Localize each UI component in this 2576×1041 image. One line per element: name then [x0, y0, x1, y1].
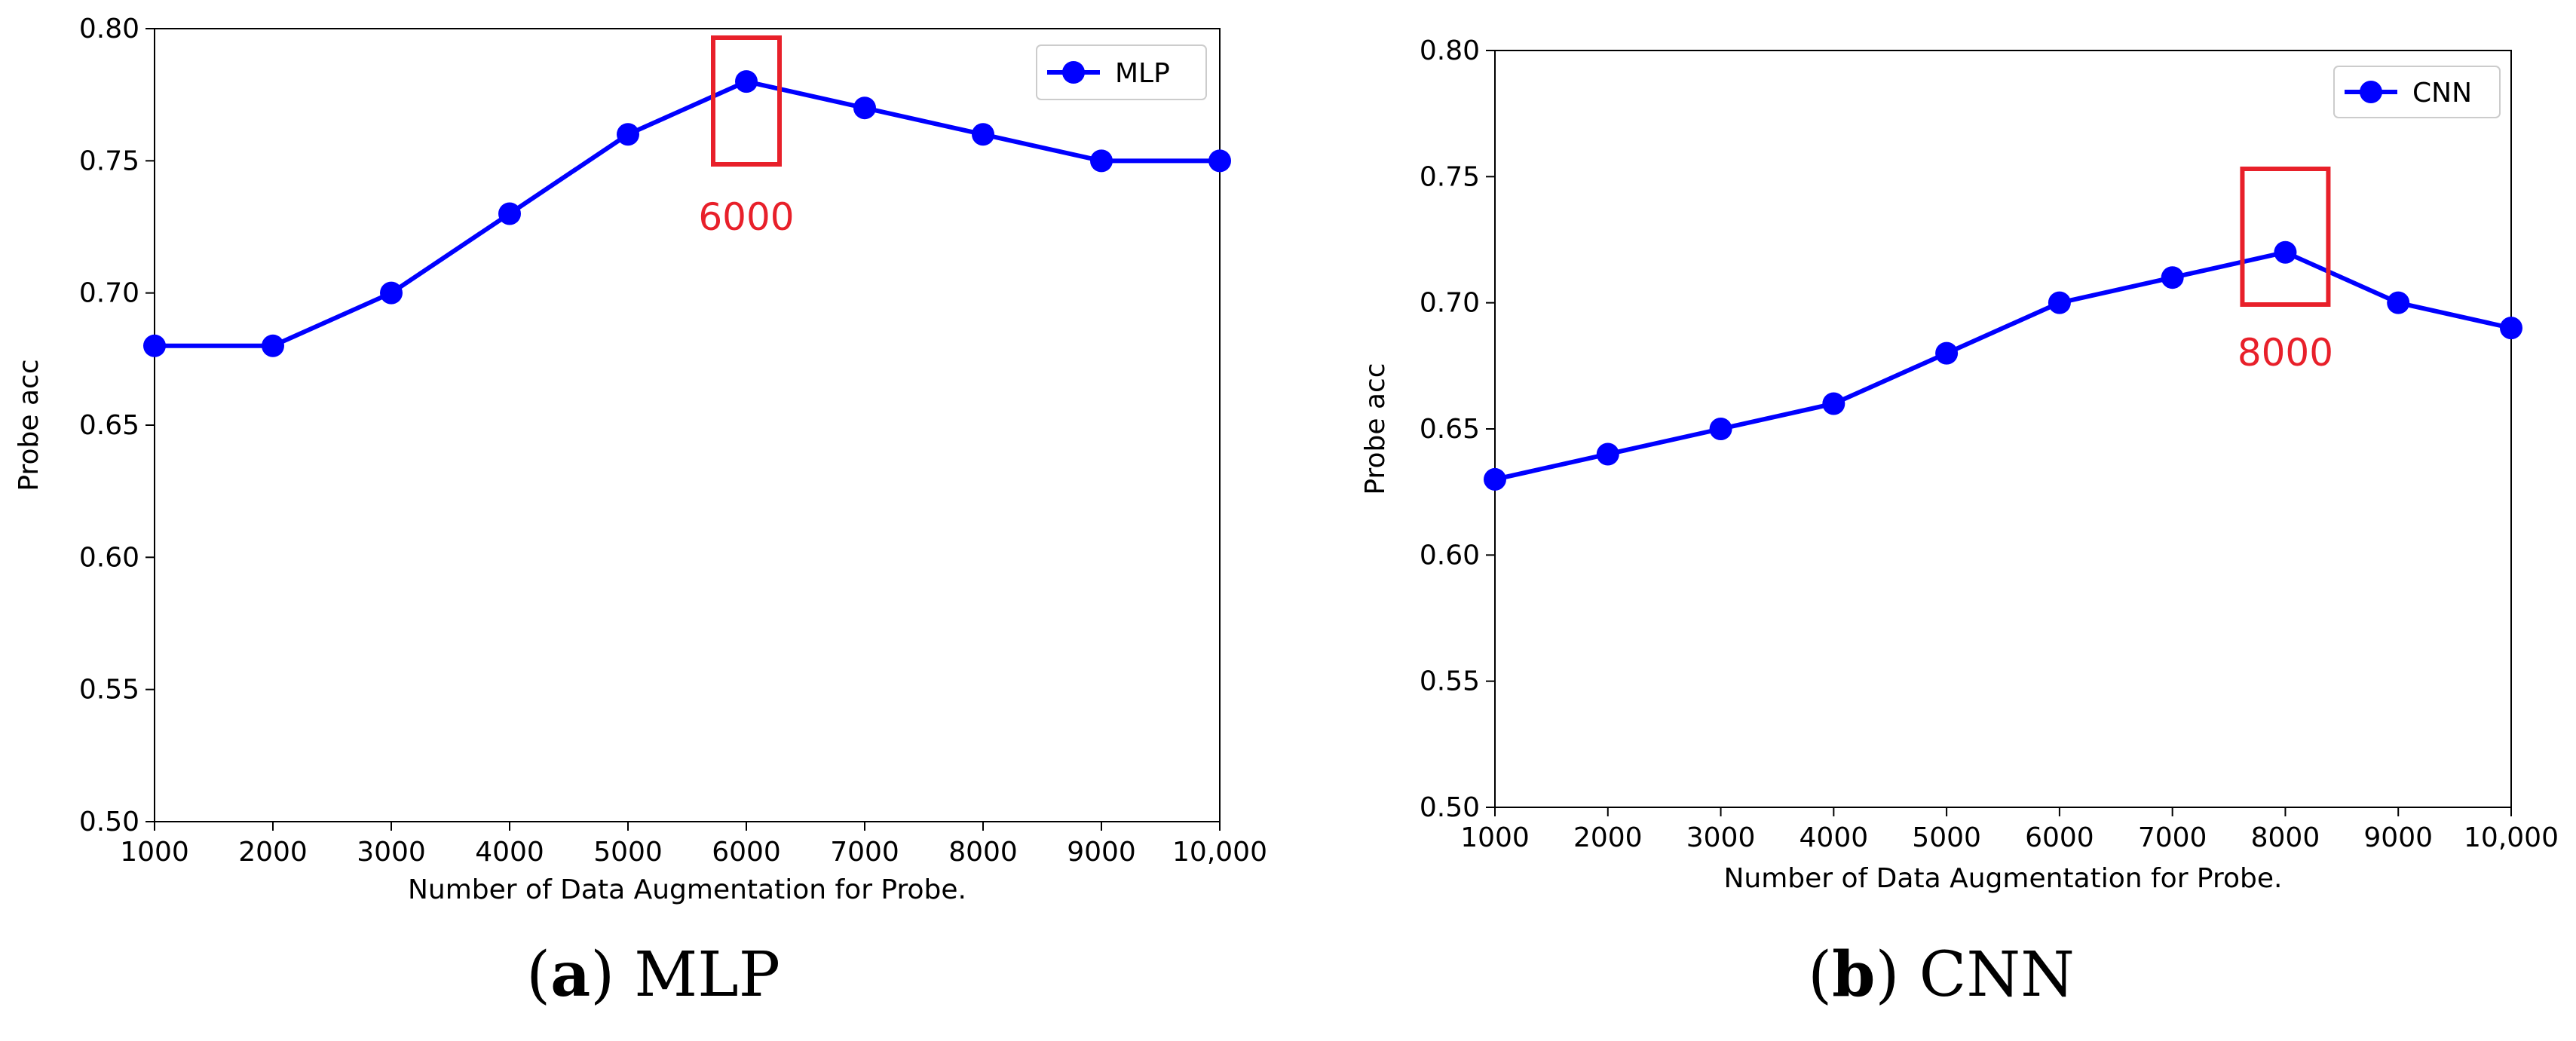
data-point [262, 334, 284, 357]
series-line-mlp [155, 79, 1220, 348]
caption-mlp: (a) MLP [526, 938, 780, 1011]
x-tick-label: 3000 [1686, 822, 1756, 853]
caption-text: CNN [1919, 939, 2075, 1011]
x-tick-label: 10,000 [1172, 837, 1267, 868]
data-point [2161, 266, 2184, 289]
data-point [1596, 442, 1619, 466]
data-point [1090, 149, 1113, 173]
legend-box [2333, 66, 2501, 118]
x-tick-label: 6000 [2025, 822, 2094, 853]
caption-text: MLP [634, 939, 780, 1011]
y-tick-label: 0.75 [1420, 161, 1480, 192]
y-tick-label: 0.70 [1420, 288, 1480, 319]
y-tick-label: 0.50 [1420, 792, 1480, 823]
data-point [853, 96, 876, 120]
legend-marker [2360, 81, 2382, 103]
legend: MLP [1036, 44, 1207, 100]
chart-panel-mlp: 0.50 0.55 0.60 0.65 0.70 0.75 0.80 1000 2000 3000… [14, 14, 1267, 1011]
data-point [2387, 291, 2410, 314]
legend-marker [1062, 61, 1085, 84]
y-tick-label: 0.50 [79, 807, 139, 837]
y-axis-label: Probe acc [14, 359, 44, 491]
y-tick-label: 0.55 [1420, 666, 1480, 697]
x-tick-label: 10,000 [2464, 822, 2559, 853]
x-axis-label: Number of Data Augmentation for Probe. [408, 874, 966, 905]
caption-letter: a [550, 938, 591, 1011]
plot-frame [154, 28, 1221, 822]
x-tick-label: 9000 [2363, 822, 2433, 853]
data-point [498, 202, 521, 225]
data-point [1822, 392, 1845, 415]
chart-cnn: 0.50 0.55 0.60 0.65 0.70 0.75 0.80 1000 2000 3000… [1360, 35, 2559, 894]
y-tick-label: 0.80 [1420, 35, 1480, 66]
data-point [1935, 341, 1959, 365]
highlight-box [711, 35, 782, 167]
y-axis-label: Probe acc [1360, 363, 1391, 494]
legend-box [1036, 44, 1207, 100]
data-point [1208, 149, 1231, 173]
x-tick-label: 8000 [2251, 822, 2320, 853]
x-tick-label: 5000 [1912, 822, 1981, 853]
x-tick-label: 6000 [712, 837, 781, 868]
data-point [380, 281, 403, 305]
data-point [2048, 291, 2071, 314]
y-tick-label: 0.80 [79, 14, 139, 44]
caption-letter: b [1832, 938, 1876, 1011]
x-axis-label: Number of Data Augmentation for Probe. [1723, 863, 2282, 894]
plot-frame [1494, 50, 2512, 808]
data-point [1484, 467, 1506, 491]
x-tick-label: 9000 [1067, 837, 1136, 868]
x-tick-label: 4000 [475, 837, 544, 868]
x-tick-label: 1000 [1460, 822, 1530, 853]
data-point [2500, 317, 2522, 340]
chart-mlp: 0.50 0.55 0.60 0.65 0.70 0.75 0.80 1000 2000 3000… [14, 14, 1267, 905]
x-tick-label: 2000 [1573, 822, 1643, 853]
legend-label: MLP [1115, 58, 1170, 89]
y-tick-label: 0.60 [79, 542, 139, 573]
x-tick-label: 2000 [238, 837, 308, 868]
chart-panel-cnn: 0.50 0.55 0.60 0.65 0.70 0.75 0.80 1000 2000 3000… [1288, 0, 2576, 1041]
x-tick-label: 4000 [1800, 822, 1869, 853]
y-tick-label: 0.75 [79, 145, 139, 176]
legend: CNN [2333, 66, 2501, 118]
highlight-label: 8000 [2238, 331, 2333, 375]
y-tick-label: 0.60 [1420, 540, 1480, 571]
x-tick-label: 7000 [830, 837, 899, 868]
x-tick-label: 7000 [2138, 822, 2207, 853]
highlight-label: 6000 [698, 195, 794, 239]
x-tick-label: 3000 [357, 837, 426, 868]
data-point [143, 334, 166, 357]
data-point [2274, 240, 2297, 264]
data-point [1709, 418, 1732, 440]
series-line-cnn [1494, 250, 2512, 482]
y-tick-label: 0.70 [79, 278, 139, 309]
y-tick-label: 0.65 [79, 410, 139, 441]
data-point [735, 70, 758, 93]
data-point [972, 123, 994, 146]
caption-cnn: (b) CNN [1808, 938, 2075, 1011]
highlight-box [2240, 167, 2331, 307]
legend-label: CNN [2412, 78, 2472, 109]
y-tick-label: 0.55 [79, 675, 139, 706]
x-tick-label: 5000 [593, 837, 663, 868]
x-tick-label: 8000 [948, 837, 1018, 868]
x-tick-label: 1000 [120, 837, 189, 868]
y-tick-label: 0.65 [1420, 414, 1480, 445]
data-point [617, 123, 639, 146]
